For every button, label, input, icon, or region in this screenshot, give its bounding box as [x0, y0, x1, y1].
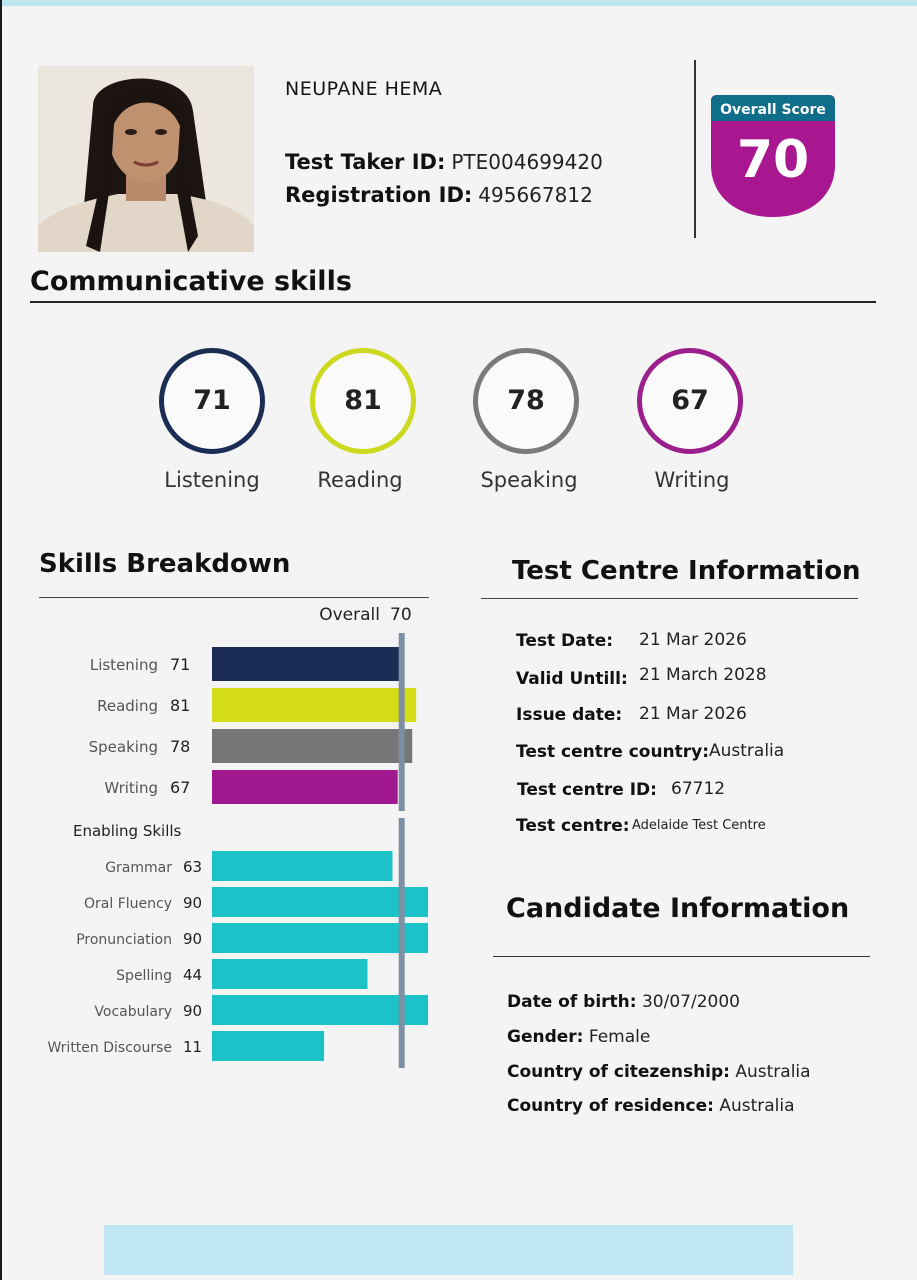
bar-value-reading: 81 — [170, 696, 190, 715]
overall-score-label: Overall Score — [720, 102, 826, 118]
bar-value-writing: 67 — [170, 778, 190, 797]
skills-breakdown-rule — [39, 597, 429, 598]
bar-label-oral-fluency: Oral Fluency — [84, 896, 172, 912]
citizenship-row: Country of citezenship: Australia — [507, 1062, 811, 1082]
bar-label-written-discourse: Written Discourse — [47, 1040, 172, 1056]
candidate-name: NEUPANE HEMA — [285, 78, 443, 100]
bar-value-speaking: 78 — [170, 737, 190, 756]
bar-label-spelling: Spelling — [116, 968, 172, 984]
candidate-info-rule — [493, 956, 870, 957]
dob-row: Date of birth: 30/07/2000 — [507, 992, 740, 1012]
bar-value-listening: 71 — [170, 655, 190, 674]
test-centre-id-label: Test centre ID: — [517, 780, 657, 800]
test-centre-id-value: 67712 — [671, 779, 726, 799]
overall-marker-enabling — [398, 818, 405, 1068]
residence-value: Australia — [719, 1096, 795, 1116]
bar-vocabulary — [212, 995, 428, 1025]
listening-label: Listening — [164, 468, 260, 492]
overall-marker-communicative — [398, 633, 405, 811]
chart-overall-label: Overall — [319, 605, 380, 625]
bar-label-listening: Listening — [90, 656, 158, 674]
bar-reading — [212, 688, 417, 722]
bar-label-pronunciation: Pronunciation — [76, 932, 172, 948]
speaking-label: Speaking — [480, 468, 578, 492]
bar-spelling — [212, 959, 368, 989]
test-taker-id-label: Test Taker ID: — [285, 150, 446, 174]
overall-score-value: 70 — [736, 130, 810, 190]
writing-score-circle: 67 — [637, 348, 743, 454]
skills-breakdown-title: Skills Breakdown — [39, 549, 291, 579]
header-divider — [694, 60, 696, 238]
test-centre-rule — [481, 598, 858, 599]
top-accent-strip — [0, 0, 917, 6]
bar-speaking — [212, 729, 413, 763]
issue-date-label: Issue date: — [516, 705, 623, 725]
bar-pronunciation — [212, 923, 428, 953]
communicative-skills-title: Communicative skills — [30, 266, 352, 297]
reading-label: Reading — [317, 468, 403, 492]
gender-row: Gender: Female — [507, 1027, 651, 1047]
candidate-info-title: Candidate Information — [506, 893, 850, 924]
test-taker-id-row: Test Taker ID: PTE004699420 — [285, 150, 603, 174]
test-centre-name-value: Adelaide Test Centre — [632, 818, 766, 833]
test-date-label: Test Date: — [516, 631, 614, 651]
bar-writing — [212, 770, 398, 804]
enabling-skills-title: Enabling Skills — [73, 822, 182, 840]
bar-label-speaking: Speaking — [89, 738, 158, 756]
residence-row: Country of residence: Australia — [507, 1096, 795, 1116]
test-centre-title: Test Centre Information — [512, 556, 861, 586]
bar-label-grammar: Grammar — [105, 860, 172, 876]
skills-breakdown-chart: Overall 70 Enabling Skills Listening 71 Re… — [0, 600, 470, 1080]
test-centre-name-label: Test centre: — [516, 816, 630, 836]
bar-value-oral-fluency: 90 — [183, 894, 202, 912]
registration-id-row: Registration ID: 495667812 — [285, 183, 593, 207]
bar-oral-fluency — [212, 887, 428, 917]
test-centre-country-value: Australia — [709, 741, 785, 761]
chart-overall-value: 70 — [390, 605, 412, 625]
test-taker-id-value: PTE004699420 — [451, 150, 603, 174]
bar-value-written-discourse: 11 — [183, 1038, 202, 1056]
bar-written-discourse — [212, 1031, 325, 1061]
test-centre-country-label: Test centre country: — [516, 742, 710, 762]
registration-id-label: Registration ID: — [285, 183, 473, 207]
skills-breakdown-svg: Overall 70 Enabling Skills Listening 71 Re… — [47, 605, 428, 1068]
bar-value-pronunciation: 90 — [183, 930, 202, 948]
writing-label: Writing — [654, 468, 730, 492]
overall-score-badge: Overall Score 70 — [711, 95, 835, 217]
bar-grammar — [212, 851, 393, 881]
bar-label-reading: Reading — [97, 697, 158, 715]
reading-score-circle: 81 — [310, 348, 416, 454]
valid-until-value: 21 March 2028 — [639, 665, 767, 685]
test-date-value: 21 Mar 2026 — [639, 630, 747, 650]
bottom-accent-strip — [104, 1225, 793, 1275]
gender-value: Female — [588, 1027, 651, 1047]
valid-until-label: Valid Untill: — [516, 669, 628, 689]
listening-score-circle: 71 — [159, 348, 265, 454]
bar-value-grammar: 63 — [183, 858, 202, 876]
bar-label-vocabulary: Vocabulary — [94, 1004, 172, 1020]
issue-date-value: 21 Mar 2026 — [639, 704, 747, 724]
bar-label-writing: Writing — [104, 779, 158, 797]
page-edge — [0, 0, 2, 1280]
bar-value-vocabulary: 90 — [183, 1002, 202, 1020]
candidate-photo — [38, 66, 254, 252]
citizenship-value: Australia — [735, 1062, 811, 1082]
registration-id-value: 495667812 — [478, 183, 593, 207]
dob-value: 30/07/2000 — [641, 992, 740, 1012]
bar-listening — [212, 647, 403, 681]
speaking-score-circle: 78 — [473, 348, 579, 454]
bar-value-spelling: 44 — [183, 966, 202, 984]
communicative-rule — [30, 301, 876, 303]
